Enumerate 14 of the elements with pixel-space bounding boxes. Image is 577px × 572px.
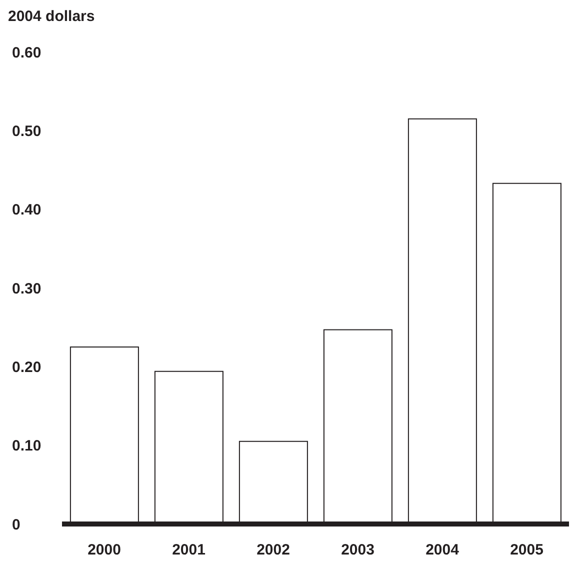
y-tick-label: 0.60 xyxy=(12,44,42,62)
x-tick-label: 2002 xyxy=(256,542,290,559)
y-tick-label: 0.20 xyxy=(12,358,42,376)
y-tick-label: 0 xyxy=(12,516,20,534)
x-tick-label: 2005 xyxy=(510,542,544,559)
x-tick-label: 2001 xyxy=(172,542,206,559)
y-axis-title: 2004 dollars xyxy=(8,8,95,25)
y-tick-label: 0.50 xyxy=(12,122,42,140)
y-tick-label: 0.30 xyxy=(12,280,42,298)
y-tick-label: 0.10 xyxy=(12,438,42,455)
x-tick-label: 2004 xyxy=(426,542,460,559)
y-tick-label: 0.40 xyxy=(12,202,42,219)
x-tick-label: 2000 xyxy=(88,542,121,559)
x-tick-label: 2003 xyxy=(341,542,374,559)
